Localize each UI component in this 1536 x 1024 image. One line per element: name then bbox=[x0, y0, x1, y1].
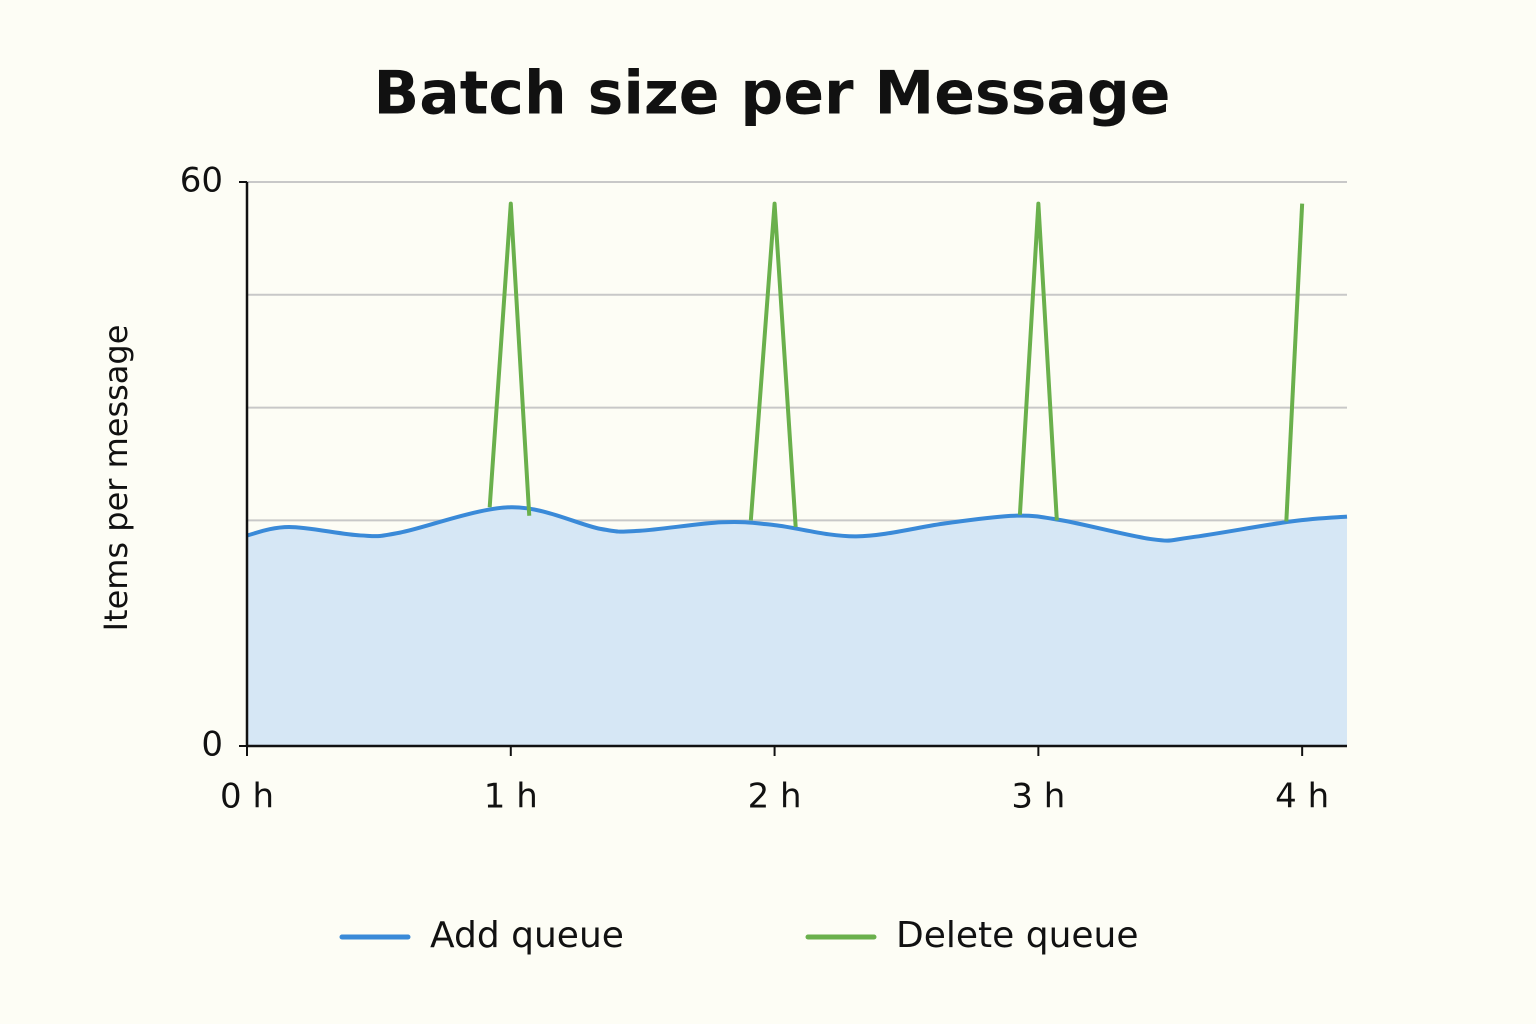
line bbox=[1017, 201, 1059, 521]
x-tick-label: 3 h bbox=[1011, 777, 1065, 817]
y-tick-label: 0 bbox=[201, 725, 223, 765]
line bbox=[246, 505, 1348, 543]
x-tick-label: 4 h bbox=[1275, 777, 1329, 817]
x-tick-label: 2 h bbox=[748, 777, 802, 817]
line bbox=[1284, 203, 1305, 522]
x-tick-label: 1 h bbox=[484, 777, 538, 817]
x-tick-label: 0 h bbox=[220, 777, 274, 817]
plot-area bbox=[246, 201, 1348, 746]
line bbox=[487, 201, 532, 516]
legend-label: Add queue bbox=[430, 915, 624, 956]
legend-label: Delete queue bbox=[896, 915, 1139, 956]
axes: 0 60 0 h 1 h 2 h 3 h 4 h bbox=[180, 161, 1347, 817]
legend: Add queue Delete queue bbox=[339, 915, 1139, 956]
y-axis-label: Items per message bbox=[97, 325, 135, 632]
chart-title: Batch size per Message bbox=[374, 59, 1171, 129]
area bbox=[247, 507, 1347, 746]
grid bbox=[247, 181, 1347, 522]
line bbox=[748, 201, 798, 528]
y-tick-label: 60 bbox=[180, 161, 223, 201]
